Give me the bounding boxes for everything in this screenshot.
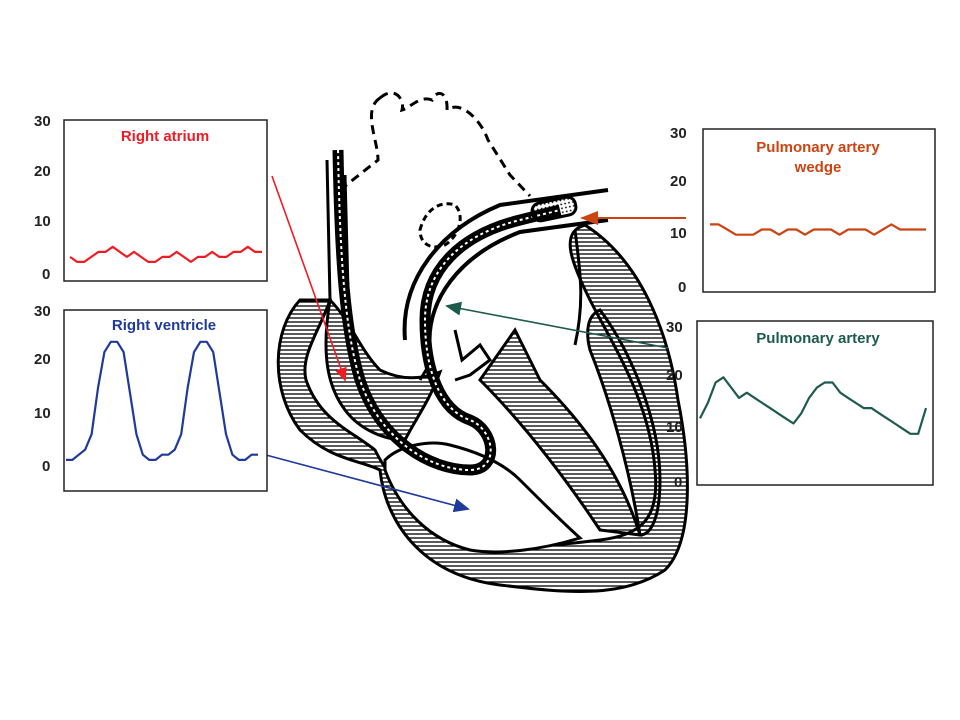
right-atrium-title: Right atrium (121, 128, 209, 145)
pulmonary-artery-frame (696, 320, 934, 486)
right-ventricle-cavity (383, 441, 583, 554)
y-tick-label: 0 (678, 279, 686, 296)
right-atrium-frame (63, 119, 268, 282)
catheter-balloon-tip (530, 195, 578, 223)
right-ventricle-arrow (265, 454, 470, 513)
pulmonary-artery-trace-group (699, 376, 928, 435)
y-tick-label: 10 (34, 405, 51, 422)
pulmonary-artery-branch (418, 202, 462, 249)
pulmonary-artery-panel: Pulmonary artery 30 20 10 0 (666, 319, 934, 491)
pulmonary-artery-trace (699, 376, 928, 435)
pa-wedge-panel: Pulmonary artery wedge 30 20 10 0 (670, 125, 936, 296)
y-tick-label: 20 (670, 173, 687, 190)
y-tick-label: 30 (670, 125, 687, 142)
y-tick-label: 10 (34, 213, 51, 230)
right-atrium-panel: Right atrium 30 20 10 0 (34, 113, 268, 283)
right-ventricle-trace (66, 340, 258, 461)
catheter-inner (337, 149, 561, 472)
y-tick-label: 0 (42, 458, 50, 475)
right-ventricle-panel: Right ventricle 30 20 10 0 (34, 303, 268, 492)
right-ventricle-trace-group (66, 340, 258, 461)
y-tick-label: 30 (666, 319, 683, 336)
y-tick-label: 10 (670, 225, 687, 242)
y-tick-label: 20 (34, 163, 51, 180)
heart-illustration (276, 91, 689, 593)
right-atrium-arrow (271, 175, 347, 382)
right-atrium-trace (69, 245, 262, 263)
right-atrium-trace-group (69, 245, 262, 263)
y-tick-label: 20 (34, 351, 51, 368)
y-tick-label: 30 (34, 303, 51, 320)
pulmonary-artery-title: Pulmonary artery (756, 330, 880, 347)
y-tick-label: 20 (666, 367, 683, 384)
right-ventricle-title: Right ventricle (112, 317, 216, 334)
pa-wedge-title-line2: wedge (794, 159, 842, 176)
pa-wedge-frame (702, 128, 936, 293)
pa-wedge-title-line1: Pulmonary artery (756, 139, 880, 156)
interventricular-septum (478, 327, 643, 537)
pa-wedge-trace (710, 223, 926, 236)
y-tick-label: 30 (34, 113, 51, 130)
pulmonary-artery-arrow (445, 301, 669, 349)
aorta-dashed-outline (339, 91, 532, 198)
right-ventricle-frame (63, 309, 268, 492)
y-tick-label: 10 (666, 419, 683, 436)
y-tick-label: 0 (42, 266, 50, 283)
y-tick-label: 0 (674, 474, 682, 491)
left-ventricle-wall (586, 308, 662, 537)
pa-wedge-trace-group (710, 223, 926, 236)
